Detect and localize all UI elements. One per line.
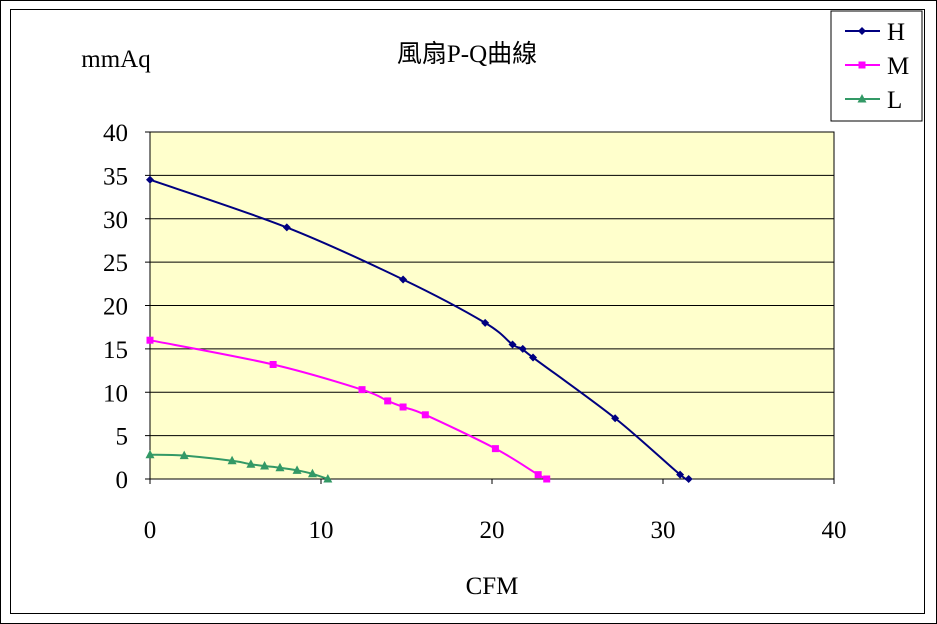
- legend-marker-l: [857, 94, 867, 103]
- data-point-h: [282, 223, 291, 232]
- data-point-m: [384, 397, 392, 405]
- data-point-h: [399, 275, 408, 284]
- y-tick-label: 5: [116, 424, 129, 451]
- legend-marker-m: [858, 61, 866, 69]
- y-tick-label: 35: [103, 163, 128, 190]
- data-point-h: [481, 318, 490, 327]
- y-tick-labels: 0 5 10 15 20 25 30 35 40: [103, 120, 150, 494]
- data-point-h: [684, 475, 693, 483]
- legend-label-l: L: [887, 87, 902, 114]
- data-point-m: [543, 475, 551, 483]
- x-tick-label: 10: [309, 517, 334, 544]
- series-l: [145, 449, 333, 483]
- y-tick-label: 10: [103, 380, 128, 407]
- data-point-l: [179, 450, 189, 460]
- y-tick-label: 20: [103, 294, 128, 321]
- data-point-m: [146, 336, 154, 344]
- x-tick-labels: 0 10 20 30 40: [144, 479, 847, 544]
- legend: HML: [830, 10, 923, 122]
- data-point-h: [676, 470, 685, 479]
- legend-label-m: M: [887, 53, 909, 80]
- data-point-m: [358, 386, 366, 394]
- data-point-l: [292, 465, 302, 474]
- chart-title: 風扇P-Q曲線: [397, 40, 537, 68]
- y-tick-label: 25: [103, 250, 128, 277]
- data-point-h: [508, 340, 517, 349]
- data-point-m: [534, 471, 542, 479]
- legend-marker-h: [858, 27, 866, 35]
- y-tick-label: 0: [116, 467, 129, 494]
- x-tick-label: 40: [822, 517, 847, 544]
- data-point-l: [323, 474, 333, 483]
- data-point-m: [399, 403, 407, 411]
- y-tick-label: 15: [103, 337, 128, 364]
- data-point-m: [421, 411, 429, 419]
- data-point-m: [491, 445, 499, 453]
- y-tick-label: 30: [103, 207, 128, 234]
- chart-inner-frame: [10, 9, 925, 614]
- y-tick-label: 40: [103, 120, 128, 147]
- x-tick-label: 20: [480, 517, 505, 544]
- legend-label-h: H: [887, 19, 905, 46]
- x-tick-label: 0: [144, 517, 157, 544]
- data-point-l: [227, 455, 237, 465]
- data-point-l: [307, 468, 317, 478]
- data-point-h: [611, 414, 620, 423]
- data-point-l: [145, 449, 155, 459]
- data-point-h: [529, 353, 538, 362]
- data-point-m: [269, 360, 277, 368]
- series-m: [146, 336, 551, 483]
- series-layer: [145, 175, 693, 483]
- grid-lines: [150, 174, 834, 437]
- data-point-l: [260, 460, 270, 470]
- series-h: [146, 175, 693, 483]
- data-point-h: [518, 344, 527, 353]
- x-axis-label: CFM: [466, 573, 519, 600]
- data-point-l: [275, 462, 285, 472]
- x-tick-label: 30: [651, 517, 676, 544]
- data-point-l: [246, 459, 256, 468]
- y-axis-label: mmAq: [81, 46, 151, 73]
- data-point-h: [146, 175, 154, 184]
